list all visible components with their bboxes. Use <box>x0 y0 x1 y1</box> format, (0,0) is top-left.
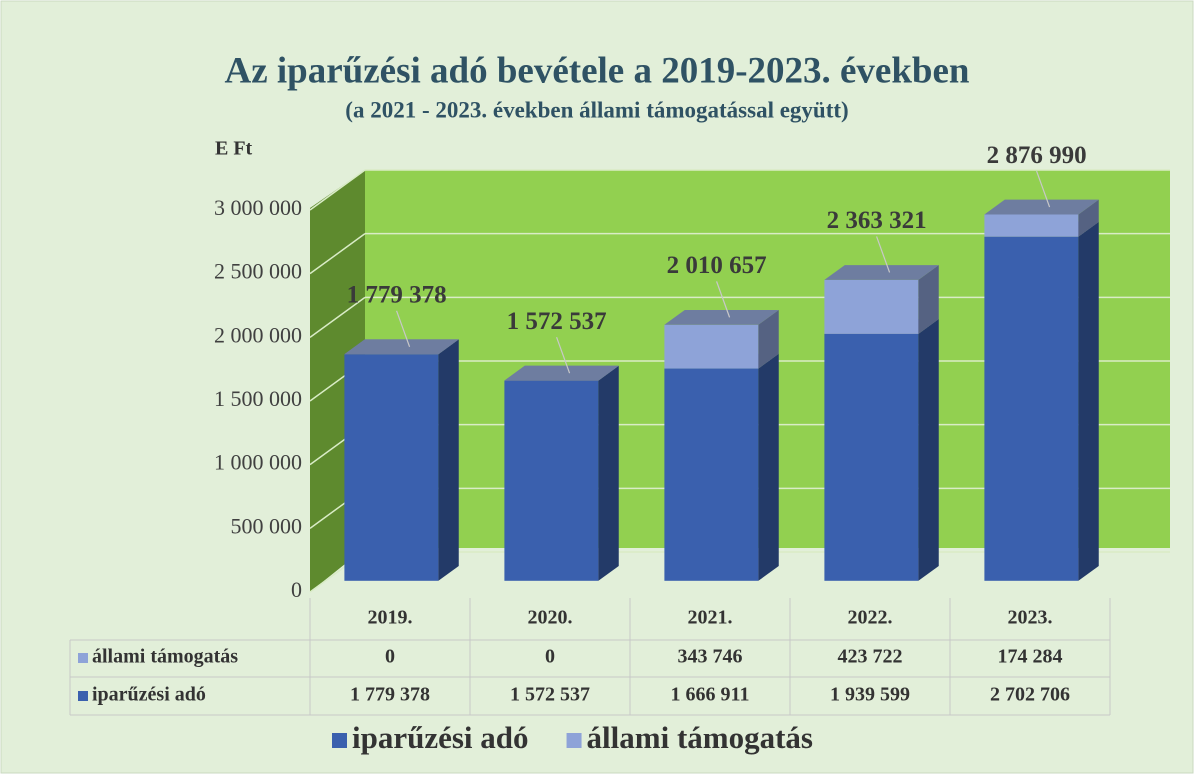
table-category: 2023. <box>1008 607 1053 629</box>
total-label: 1 572 537 <box>507 308 607 335</box>
total-label: 1 779 378 <box>347 282 447 309</box>
bar-side <box>918 319 939 581</box>
total-label: 2 010 657 <box>667 252 767 279</box>
bar-top <box>344 339 459 355</box>
leader-line <box>396 310 411 348</box>
legend-label: iparűzési adó <box>352 720 529 755</box>
bar-side <box>1078 221 1099 581</box>
y-tick-label: 3 000 000 <box>214 195 302 220</box>
table-category: 2020. <box>528 607 573 629</box>
legend-key <box>332 733 347 748</box>
bar-top <box>664 309 779 325</box>
table-value: 1 939 599 <box>830 684 910 706</box>
bar-top <box>504 365 619 381</box>
leader-line <box>876 236 891 273</box>
table-legend-key <box>78 653 88 663</box>
bar-segment <box>984 214 1079 237</box>
bar-segment <box>344 354 439 581</box>
leader-line <box>716 281 731 318</box>
grid-line <box>309 296 366 338</box>
table-value: 174 284 <box>998 646 1063 668</box>
legend-label: állami támogatás <box>587 720 813 755</box>
table-category: 2019. <box>368 607 413 629</box>
table-value: 1 779 378 <box>350 684 430 706</box>
bar-segment <box>824 333 919 581</box>
grid-line <box>309 233 366 275</box>
data-table <box>69 598 1110 716</box>
table-row-header: állami támogatás <box>92 646 238 668</box>
leader-line <box>556 336 571 374</box>
table-category: 2021. <box>688 607 733 629</box>
bar-side <box>758 353 779 581</box>
bar-side <box>1078 199 1099 237</box>
grid-line <box>309 169 366 211</box>
bar-segment <box>824 279 919 334</box>
table-row-header: iparűzési adó <box>92 684 206 706</box>
y-tick-label: 2 500 000 <box>214 259 302 284</box>
y-tick-label: 500 000 <box>231 513 303 538</box>
table-value: 1 572 537 <box>510 684 590 706</box>
table-value: 2 702 706 <box>990 684 1070 706</box>
bar-top <box>824 265 939 280</box>
bar-side <box>758 309 779 369</box>
bar-segment <box>984 236 1079 581</box>
bar-side <box>598 365 619 581</box>
table-category: 2022. <box>848 607 893 629</box>
bar-side <box>918 265 939 334</box>
table-legend-key <box>78 691 88 701</box>
table-value: 0 <box>385 646 395 668</box>
table-value: 0 <box>545 646 555 668</box>
chart-title: Az iparűzési adó bevétele a 2019-2023. é… <box>224 50 969 91</box>
bar-side <box>438 339 459 581</box>
y-axis-label: E Ft <box>215 138 253 160</box>
chart-subtitle: (a 2021 - 2023. években állami támogatás… <box>345 97 848 122</box>
y-tick-label: 2 000 000 <box>214 322 302 347</box>
y-tick-label: 1 000 000 <box>214 450 302 475</box>
bar-segment <box>664 368 759 581</box>
bar-segment <box>664 324 759 369</box>
bar-segment <box>504 380 599 581</box>
legend-key <box>566 733 582 748</box>
total-label: 2 363 321 <box>827 207 927 234</box>
leader-line <box>1036 170 1051 208</box>
bar-top <box>984 199 1099 215</box>
y-tick-label: 1 500 000 <box>214 386 302 411</box>
total-label: 2 876 990 <box>987 142 1087 169</box>
table-value: 343 746 <box>678 646 743 668</box>
table-value: 423 722 <box>838 646 903 668</box>
y-tick-label: 0 <box>291 577 302 602</box>
table-value: 1 666 911 <box>671 684 750 706</box>
